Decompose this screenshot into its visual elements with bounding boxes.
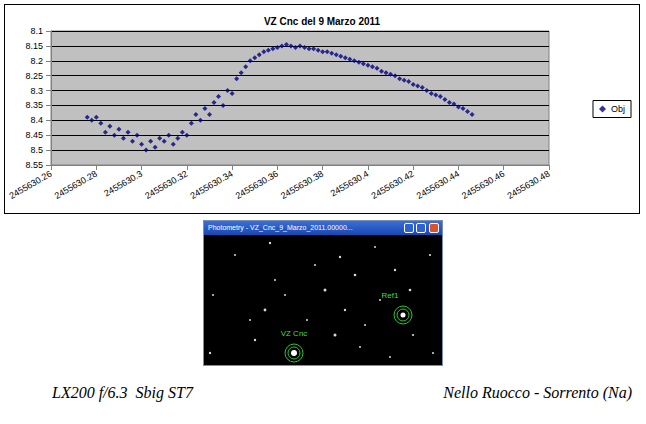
svg-text:8.35: 8.35	[25, 100, 43, 110]
svg-text:2455630.4: 2455630.4	[329, 169, 371, 199]
svg-text:2455630.42: 2455630.42	[370, 169, 416, 201]
svg-text:8.3: 8.3	[31, 86, 44, 96]
svg-text:8.2: 8.2	[31, 56, 44, 66]
svg-text:2455630.48: 2455630.48	[505, 169, 551, 201]
svg-text:2455630.32: 2455630.32	[143, 169, 189, 201]
svg-text:VZ Cnc: VZ Cnc	[281, 329, 308, 338]
svg-text:2455630.34: 2455630.34	[188, 169, 234, 201]
svg-text:2455630.36: 2455630.36	[234, 169, 280, 201]
svg-text:2455630.26: 2455630.26	[7, 169, 53, 201]
svg-text:8.25: 8.25	[25, 71, 43, 81]
svg-text:VZ Cnc del 9 Marzo 2011: VZ Cnc del 9 Marzo 2011	[264, 16, 381, 27]
html-text:Photometry - VZ_Cnc_9_Marzo_20: Photometry - VZ_Cnc_9_Marzo_2011.00000..…	[208, 224, 353, 231]
svg-text:2455630.28: 2455630.28	[53, 169, 99, 201]
svg-text:2455630.38: 2455630.38	[279, 169, 325, 201]
svg-text:Obj: Obj	[611, 104, 625, 114]
svg-text:8.55: 8.55	[25, 160, 43, 170]
html-text:Nello Ruocco - Sorrento (Na): Nello Ruocco - Sorrento (Na)	[443, 384, 632, 401]
svg-text:8.5: 8.5	[31, 145, 44, 155]
svg-text:8.15: 8.15	[25, 41, 43, 51]
svg-text:8.1: 8.1	[31, 26, 44, 36]
svg-text:8.45: 8.45	[25, 130, 43, 140]
svg-text:2455630.3: 2455630.3	[102, 169, 144, 199]
svg-text:2455630.44: 2455630.44	[415, 169, 461, 201]
html-text:LX200 f/6.3 Sbig ST7: LX200 f/6.3 Sbig ST7	[52, 384, 193, 401]
svg-text:Ref1: Ref1	[382, 291, 399, 300]
svg-text:2455630.46: 2455630.46	[460, 169, 506, 201]
svg-text:8.4: 8.4	[31, 115, 44, 125]
